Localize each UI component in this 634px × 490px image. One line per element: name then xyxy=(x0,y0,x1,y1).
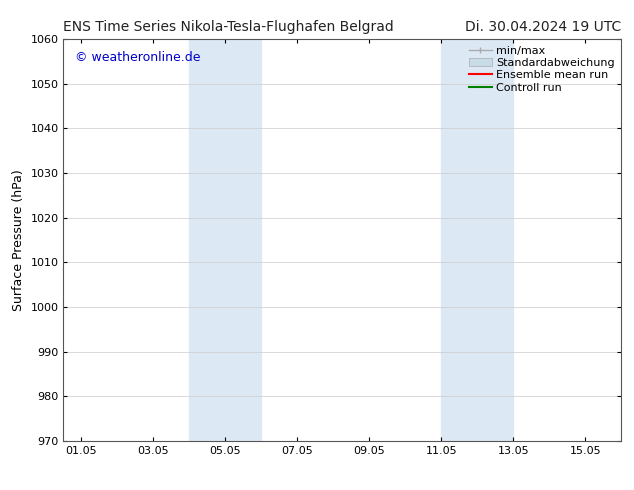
Y-axis label: Surface Pressure (hPa): Surface Pressure (hPa) xyxy=(12,169,25,311)
Bar xyxy=(190,39,261,441)
Text: ENS Time Series Nikola-Tesla-Flughafen Belgrad: ENS Time Series Nikola-Tesla-Flughafen B… xyxy=(63,20,394,34)
Text: Di. 30.04.2024 19 UTC: Di. 30.04.2024 19 UTC xyxy=(465,20,621,34)
Text: © weatheronline.de: © weatheronline.de xyxy=(75,51,200,64)
Legend: min/max, Standardabweichung, Ensemble mean run, Controll run: min/max, Standardabweichung, Ensemble me… xyxy=(466,43,618,96)
Bar xyxy=(441,39,514,441)
